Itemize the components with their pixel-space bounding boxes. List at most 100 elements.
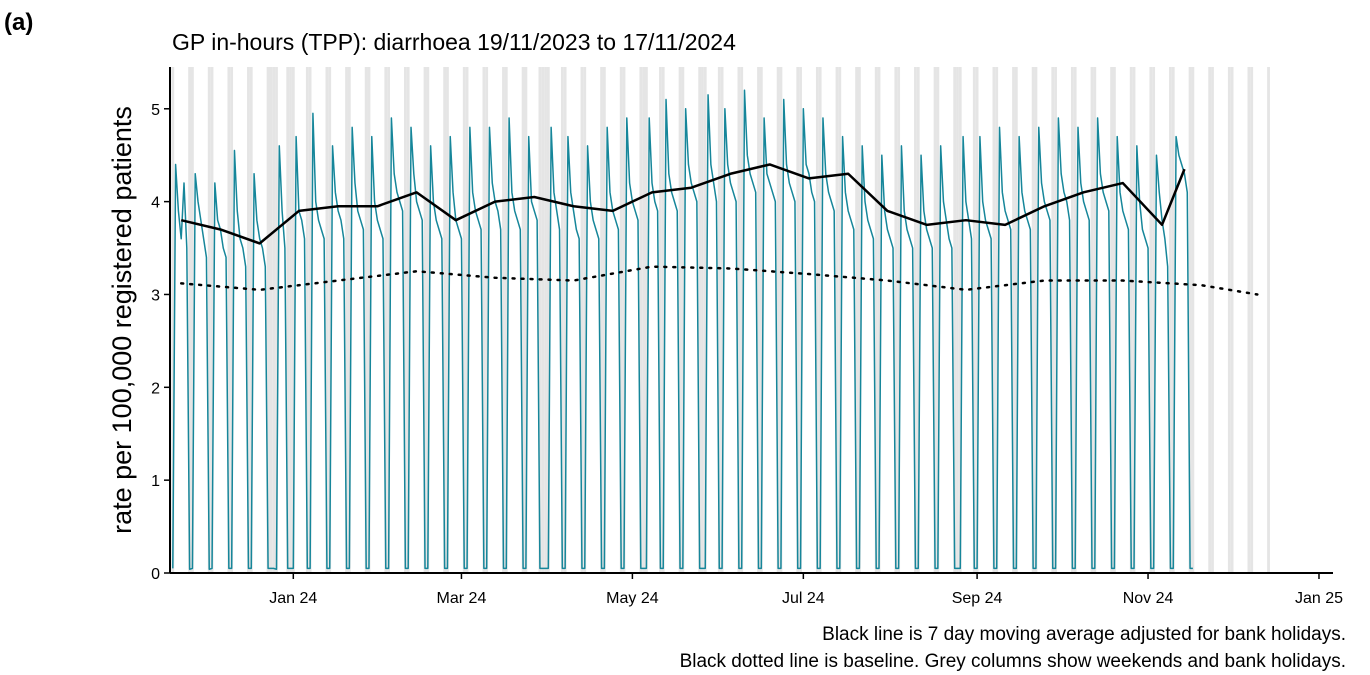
- weekend-column: [936, 67, 940, 573]
- x-tick-label: Mar 24: [437, 590, 487, 607]
- weekend-column: [504, 67, 508, 573]
- weekend-column: [720, 67, 724, 573]
- weekend-column: [799, 67, 802, 573]
- weekend-column: [838, 67, 842, 573]
- weekend-column: [914, 67, 917, 573]
- weekend-column: [247, 67, 250, 573]
- x-tick-label: Jul 24: [782, 590, 825, 607]
- weekend-column: [1073, 67, 1077, 573]
- x-tick-label: Nov 24: [1123, 590, 1174, 607]
- y-tick-label: 4: [151, 195, 160, 212]
- weekend-column: [426, 67, 430, 573]
- weekend-column: [661, 67, 665, 573]
- weekend-column: [639, 67, 643, 573]
- weekend-column: [289, 67, 292, 573]
- moving-average-line: [180, 163, 1186, 245]
- weekend-column: [325, 67, 329, 573]
- weekend-column: [975, 67, 979, 573]
- x-tick-label: May 24: [606, 590, 659, 607]
- weekend-column: [1171, 67, 1175, 573]
- weekend-column: [740, 67, 744, 573]
- chart-title: GP in-hours (TPP): diarrhoea 19/11/2023 …: [172, 29, 736, 55]
- bank-holiday-column: [275, 67, 278, 573]
- weekend-column: [835, 67, 839, 573]
- bank-holiday-column: [546, 67, 550, 573]
- y-tick-label: 0: [151, 566, 160, 583]
- y-tick-label: 2: [151, 380, 160, 397]
- weekend-column: [364, 67, 368, 573]
- weekend-column: [992, 67, 996, 573]
- weekend-column: [1169, 67, 1172, 573]
- weekend-column: [972, 67, 976, 573]
- weekend-column: [1132, 67, 1136, 573]
- y-tick-label: 5: [151, 102, 160, 119]
- bank-holiday-column: [958, 67, 962, 573]
- weekend-column: [544, 67, 547, 573]
- bank-holiday-column: [272, 67, 276, 573]
- baseline-line: [179, 265, 1259, 296]
- panel-label: (a): [4, 9, 33, 36]
- weekend-column: [1051, 67, 1055, 573]
- weekend-column: [1149, 67, 1153, 573]
- y-axis-label: rate per 100,000 registered patients: [107, 106, 137, 534]
- weekend-column: [1014, 67, 1018, 573]
- weekend-column: [207, 67, 211, 573]
- weekend-column: [1230, 67, 1234, 573]
- weekend-column: [874, 67, 878, 573]
- weekend-column: [897, 67, 901, 573]
- weekend-column: [818, 67, 822, 573]
- weekend-column: [916, 67, 920, 573]
- weekend-column: [347, 67, 351, 573]
- weekend-column: [1054, 67, 1057, 573]
- weekend-column: [779, 67, 783, 573]
- weekend-column: [462, 67, 466, 573]
- weekend-column: [995, 67, 999, 573]
- weekend-column: [1034, 67, 1038, 573]
- bank-holiday-column: [645, 67, 648, 573]
- weekend-column: [622, 67, 626, 573]
- weekend-column: [404, 67, 407, 573]
- weekend-column: [1247, 67, 1251, 573]
- weekend-column: [191, 67, 194, 573]
- weekend-column: [717, 67, 721, 573]
- daily-rate-line: [172, 89, 1193, 571]
- x-tick-label: Sep 24: [952, 590, 1003, 607]
- weekend-column: [305, 67, 309, 573]
- weekend-column: [1188, 67, 1192, 573]
- weekend-column: [1031, 67, 1035, 573]
- x-tick-label: Jan 24: [269, 590, 317, 607]
- weekend-column: [1070, 67, 1074, 573]
- weekend-column: [619, 67, 623, 573]
- weekend-column: [1267, 67, 1270, 573]
- weekend-column: [541, 67, 545, 573]
- y-tick-label: 3: [151, 287, 160, 304]
- weekend-column: [855, 67, 858, 573]
- weekend-column: [1110, 67, 1114, 573]
- weekend-column: [446, 67, 449, 573]
- weekend-column: [560, 67, 564, 573]
- weekend-column: [210, 67, 214, 573]
- weekend-column: [796, 67, 800, 573]
- weekend-column: [1191, 67, 1195, 573]
- weekend-column: [227, 67, 231, 573]
- weekend-column: [443, 67, 447, 573]
- weekend-column: [583, 67, 587, 573]
- weekend-column: [933, 67, 937, 573]
- weekend-column: [1211, 67, 1214, 573]
- weekend-column: [681, 67, 685, 573]
- note: Black line is 7 day moving average adjus…: [822, 624, 1346, 645]
- weekend-column: [249, 67, 253, 573]
- weekend-column: [188, 67, 192, 573]
- weekend-column: [1129, 67, 1133, 573]
- weekend-column: [171, 67, 175, 573]
- weekend-column: [563, 67, 567, 573]
- bank-holiday-column: [538, 67, 542, 573]
- weekend-column: [1113, 67, 1116, 573]
- weekend-column: [1012, 67, 1015, 573]
- weekend-column: [1250, 67, 1254, 573]
- weekend-column: [600, 67, 603, 573]
- weekend-column: [521, 67, 525, 573]
- weekend-column: [465, 67, 469, 573]
